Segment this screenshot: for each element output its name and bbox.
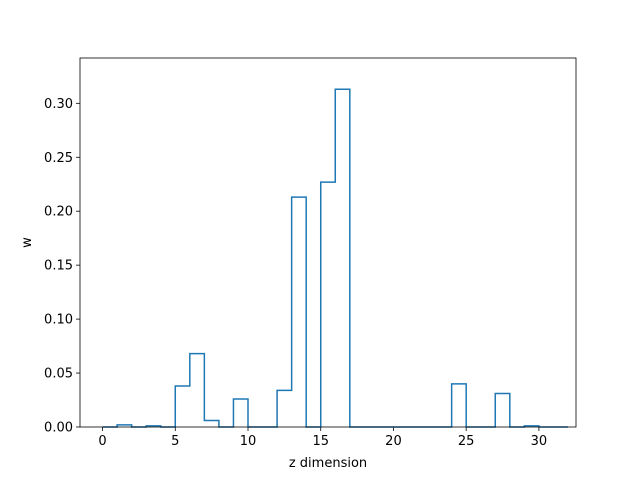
x-tick-label: 30 [531, 434, 548, 449]
x-tick-label: 25 [458, 434, 475, 449]
x-axis-label: z dimension [289, 456, 367, 471]
y-tick-label: 0.15 [44, 259, 73, 274]
y-tick-label: 0.25 [44, 151, 73, 166]
x-tick-label: 0 [98, 434, 106, 449]
y-tick-label: 0.00 [44, 421, 73, 436]
plot-frame [79, 57, 577, 428]
y-axis-ticks: 0.00 0.05 0.10 0.15 0.20 0.25 0.30 [44, 97, 80, 436]
x-tick-label: 10 [240, 434, 257, 449]
x-axis-ticks: 0 5 10 15 20 25 30 [98, 427, 547, 449]
y-tick-label: 0.05 [44, 367, 73, 382]
x-tick-label: 20 [385, 434, 402, 449]
y-tick-label: 0.10 [44, 313, 73, 328]
y-axis-label: w [20, 237, 35, 248]
x-tick-label: 15 [312, 434, 329, 449]
x-tick-label: 5 [171, 434, 179, 449]
y-tick-label: 0.20 [44, 205, 73, 220]
y-tick-label: 0.30 [44, 97, 73, 112]
